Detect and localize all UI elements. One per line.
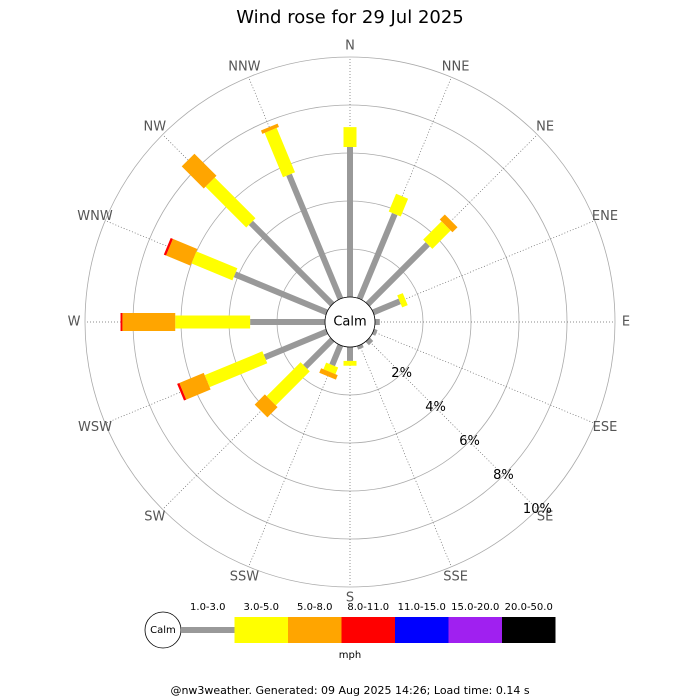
bar-segment <box>166 238 198 266</box>
bar-segment <box>439 214 458 233</box>
legend-calm-label: Calm <box>150 625 176 636</box>
legend-swatch <box>448 617 502 643</box>
legend-label: 1.0-3.0 <box>190 602 225 613</box>
grid-ring <box>84 56 616 588</box>
spoke <box>367 339 538 510</box>
bar-segment <box>248 220 335 307</box>
direction-label: NE <box>536 119 554 134</box>
bar-segment <box>179 372 211 400</box>
footer: @nw3weather. Generated: 09 Aug 2025 14:2… <box>170 684 529 697</box>
bar-segment <box>303 337 335 369</box>
legend-swatch <box>288 617 342 643</box>
bar-segment <box>233 271 329 316</box>
legend-label: 8.0-11.0 <box>347 602 389 613</box>
r-tick-label: 6% <box>459 434 480 449</box>
direction-label: NNE <box>442 60 470 75</box>
legend-label: 11.0-15.0 <box>398 602 446 613</box>
direction-label: E <box>622 315 630 330</box>
spoke <box>248 344 341 567</box>
bar-segment <box>319 368 338 380</box>
bar-segment <box>397 293 408 308</box>
direction-label: S <box>346 591 354 606</box>
r-tick-label: 10% <box>523 502 552 517</box>
spoke <box>359 344 452 567</box>
calm-circle <box>324 296 376 348</box>
bar-segment <box>423 221 451 249</box>
direction-label: W <box>68 315 81 330</box>
bar-segment <box>191 251 238 281</box>
legend-unit: mph <box>339 650 361 661</box>
legend-label: 15.0-20.0 <box>451 602 499 613</box>
spoke <box>372 220 595 313</box>
legend-label: 20.0-50.0 <box>505 602 553 613</box>
direction-label: N <box>345 39 355 54</box>
bar-segment <box>264 127 296 178</box>
spoke <box>372 331 595 424</box>
bar-segment <box>266 362 310 406</box>
legend-swatch <box>181 627 235 633</box>
direction-label: ESE <box>593 420 618 435</box>
direction-label: WNW <box>77 209 113 224</box>
direction-label: SW <box>144 510 165 525</box>
bar-segment <box>356 212 398 301</box>
legend-label: 5.0-8.0 <box>297 602 332 613</box>
bar-segment <box>263 328 329 361</box>
direction-label: SSE <box>443 569 468 584</box>
bar-segment <box>177 382 187 401</box>
legend-swatch <box>341 617 395 643</box>
legend-swatch <box>502 617 556 643</box>
bar-segment <box>260 123 279 134</box>
legend-swatch <box>395 617 449 643</box>
bar-segment <box>181 153 217 189</box>
direction-label: WSW <box>78 420 112 435</box>
bar-segment <box>365 337 374 346</box>
direction-label: NW <box>144 119 167 134</box>
bar-segment <box>254 394 278 418</box>
bar-segment <box>163 237 173 256</box>
bar-segment <box>323 362 339 375</box>
legend-swatch <box>234 617 288 643</box>
r-tick-label: 8% <box>493 468 514 483</box>
bar-segment <box>204 351 268 388</box>
direction-label: ENE <box>592 209 618 224</box>
bar-segment <box>371 298 401 316</box>
bar-segment <box>388 193 409 217</box>
bar-segment <box>286 173 344 301</box>
bar-segment <box>371 328 378 336</box>
bar-segment <box>356 343 364 350</box>
direction-label: NNW <box>228 60 260 75</box>
r-tick-label: 4% <box>425 400 446 415</box>
calm-label: Calm <box>333 315 366 330</box>
bar-segment <box>205 177 256 228</box>
legend-label: 3.0-5.0 <box>244 602 279 613</box>
bar-segment <box>329 343 344 367</box>
chart-title: Wind rose for 29 Jul 2025 <box>236 7 464 28</box>
direction-label: SSW <box>230 569 260 584</box>
direction-label: SE <box>537 510 553 525</box>
r-tick-label: 2% <box>391 366 412 381</box>
bar-segment <box>365 242 430 307</box>
